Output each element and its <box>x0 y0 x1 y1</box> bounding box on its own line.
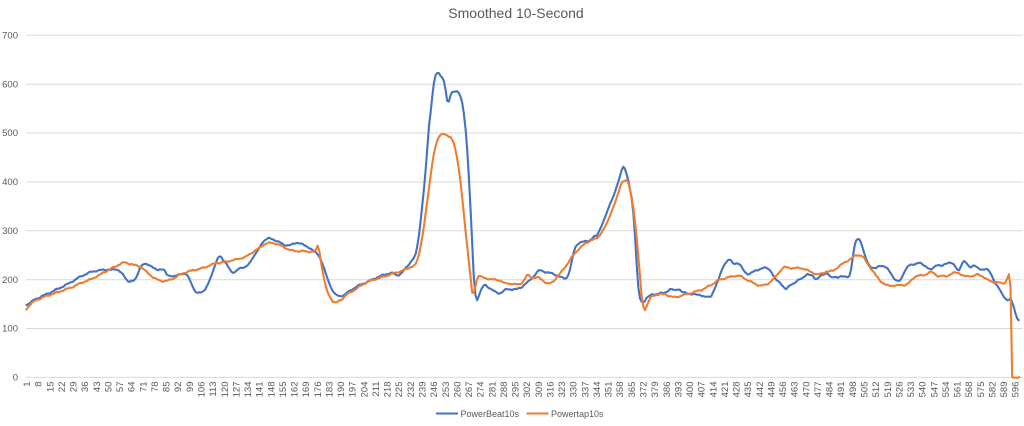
svg-text:50: 50 <box>104 382 115 393</box>
svg-text:302: 302 <box>522 382 533 398</box>
svg-text:372: 372 <box>639 382 650 398</box>
svg-text:274: 274 <box>476 382 487 398</box>
svg-text:148: 148 <box>266 382 277 398</box>
svg-text:162: 162 <box>290 382 301 398</box>
svg-text:1: 1 <box>22 382 33 387</box>
svg-text:141: 141 <box>255 382 266 398</box>
svg-text:456: 456 <box>778 382 789 398</box>
svg-text:169: 169 <box>301 382 312 398</box>
svg-text:134: 134 <box>243 382 254 398</box>
svg-text:260: 260 <box>452 382 463 398</box>
svg-text:526: 526 <box>894 382 905 398</box>
svg-text:PowerBeat10s: PowerBeat10s <box>461 409 520 419</box>
svg-text:218: 218 <box>383 382 394 398</box>
svg-text:183: 183 <box>325 382 336 398</box>
svg-text:99: 99 <box>185 382 196 393</box>
svg-text:600: 600 <box>2 79 18 90</box>
svg-text:71: 71 <box>138 382 149 393</box>
svg-text:393: 393 <box>673 382 684 398</box>
svg-text:533: 533 <box>906 382 917 398</box>
svg-text:498: 498 <box>848 382 859 398</box>
svg-text:491: 491 <box>836 382 847 398</box>
svg-text:358: 358 <box>615 382 626 398</box>
svg-text:442: 442 <box>755 382 766 398</box>
svg-text:113: 113 <box>208 382 219 397</box>
svg-text:225: 225 <box>394 382 405 398</box>
svg-text:554: 554 <box>941 382 952 398</box>
svg-text:176: 176 <box>313 382 324 398</box>
svg-text:120: 120 <box>220 382 231 398</box>
svg-text:295: 295 <box>511 382 522 398</box>
svg-text:414: 414 <box>708 382 719 398</box>
svg-text:351: 351 <box>604 382 615 398</box>
svg-text:589: 589 <box>999 382 1010 398</box>
svg-text:323: 323 <box>557 382 568 398</box>
svg-text:449: 449 <box>767 382 778 398</box>
svg-text:127: 127 <box>231 382 242 398</box>
svg-text:22: 22 <box>57 382 68 393</box>
svg-text:344: 344 <box>592 382 603 398</box>
svg-text:561: 561 <box>953 382 964 398</box>
svg-text:Powertap10s: Powertap10s <box>551 409 604 419</box>
svg-text:281: 281 <box>487 382 498 398</box>
svg-text:400: 400 <box>2 177 18 188</box>
svg-text:505: 505 <box>860 382 871 398</box>
svg-text:519: 519 <box>883 382 894 398</box>
svg-text:512: 512 <box>871 382 882 398</box>
svg-text:575: 575 <box>976 382 987 398</box>
svg-text:407: 407 <box>697 382 708 398</box>
svg-text:596: 596 <box>1011 381 1022 397</box>
svg-text:267: 267 <box>464 382 475 398</box>
svg-text:92: 92 <box>173 382 184 393</box>
svg-text:547: 547 <box>929 382 940 398</box>
svg-text:700: 700 <box>2 31 18 42</box>
svg-text:463: 463 <box>790 382 801 398</box>
svg-text:386: 386 <box>662 382 673 398</box>
svg-text:78: 78 <box>150 382 161 393</box>
svg-text:316: 316 <box>546 382 557 398</box>
svg-text:428: 428 <box>732 382 743 398</box>
svg-text:85: 85 <box>162 382 173 393</box>
svg-text:43: 43 <box>92 382 103 393</box>
svg-text:29: 29 <box>69 382 80 393</box>
svg-text:568: 568 <box>964 382 975 398</box>
svg-text:379: 379 <box>650 382 661 398</box>
svg-text:300: 300 <box>2 226 18 237</box>
svg-text:36: 36 <box>80 382 91 393</box>
svg-text:190: 190 <box>336 382 347 398</box>
svg-text:540: 540 <box>918 382 929 398</box>
svg-text:197: 197 <box>348 382 359 398</box>
svg-text:204: 204 <box>359 382 370 398</box>
svg-text:200: 200 <box>2 275 18 286</box>
svg-text:477: 477 <box>813 382 824 398</box>
svg-text:57: 57 <box>115 382 126 393</box>
svg-text:155: 155 <box>278 382 289 398</box>
svg-text:309: 309 <box>534 382 545 398</box>
svg-text:0: 0 <box>13 373 18 384</box>
svg-text:232: 232 <box>406 382 417 398</box>
svg-text:500: 500 <box>2 128 18 139</box>
svg-text:330: 330 <box>569 382 580 398</box>
svg-text:288: 288 <box>499 382 510 398</box>
svg-text:400: 400 <box>685 382 696 398</box>
svg-text:484: 484 <box>825 382 836 398</box>
svg-text:246: 246 <box>429 382 440 398</box>
svg-text:337: 337 <box>580 382 591 398</box>
svg-text:8: 8 <box>34 382 45 387</box>
svg-text:Smoothed 10-Second: Smoothed 10-Second <box>448 5 583 21</box>
svg-text:470: 470 <box>801 382 812 398</box>
svg-text:106: 106 <box>197 382 208 398</box>
svg-text:435: 435 <box>743 382 754 398</box>
svg-text:15: 15 <box>45 382 56 393</box>
svg-text:582: 582 <box>988 382 999 398</box>
svg-text:64: 64 <box>127 382 138 393</box>
svg-text:100: 100 <box>2 324 18 335</box>
svg-text:421: 421 <box>720 382 731 398</box>
svg-text:365: 365 <box>627 382 638 398</box>
svg-text:211: 211 <box>371 382 382 397</box>
svg-text:239: 239 <box>418 382 429 398</box>
svg-text:253: 253 <box>441 382 452 398</box>
